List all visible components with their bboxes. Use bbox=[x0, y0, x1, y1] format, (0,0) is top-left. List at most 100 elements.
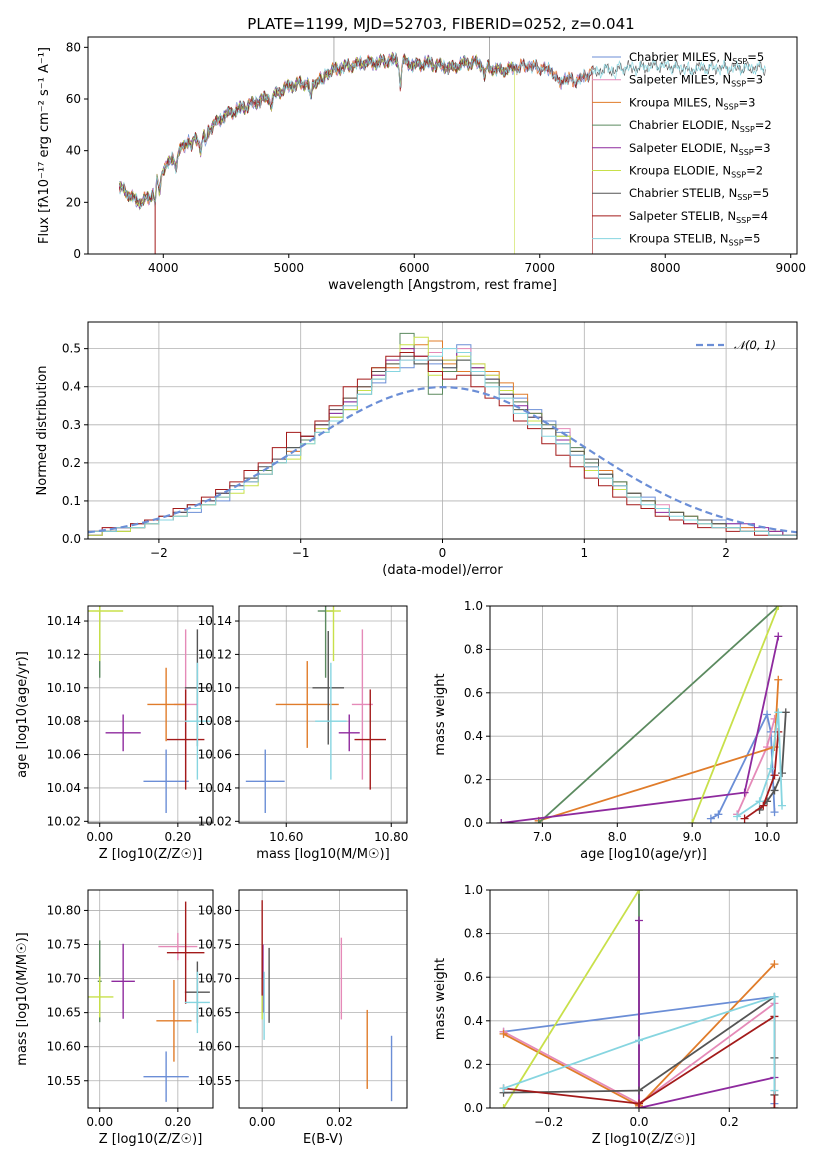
errorbar-kroupa-stelib bbox=[315, 662, 347, 780]
spectrum-line-chabrier-elodie bbox=[119, 52, 515, 211]
legend-label-kroupa-miles: Kroupa MILES, NSSP=3 bbox=[629, 95, 755, 111]
y-tick-label: 10.80 bbox=[198, 903, 232, 917]
y-tick-label: 0.6 bbox=[464, 970, 483, 984]
weight-marker bbox=[770, 771, 779, 780]
y-tick-label: 10.02 bbox=[198, 814, 232, 828]
weight-line-kroupa-elodie bbox=[691, 606, 780, 823]
y-tick-label: 0.4 bbox=[62, 380, 81, 394]
x-tick-label: 7000 bbox=[524, 261, 555, 275]
x-tick-label: 10.80 bbox=[374, 830, 408, 844]
errorbar-salpeter-stelib bbox=[354, 689, 386, 790]
y-tick-label: 40 bbox=[66, 144, 81, 158]
y-tick-label: 0.4 bbox=[464, 729, 483, 743]
weight-marker bbox=[781, 708, 790, 717]
y-tick-label: 10.70 bbox=[198, 972, 232, 986]
weight-line-kroupa-stelib bbox=[503, 995, 776, 1091]
errorbar-kroupa-miles bbox=[275, 661, 339, 748]
y-tick-label: 10.55 bbox=[198, 1074, 232, 1088]
x-axis-label: Z [log10(Z/Z☉)] bbox=[99, 847, 203, 862]
weight-marker bbox=[714, 810, 723, 819]
plot-area bbox=[245, 606, 386, 813]
axes-frame bbox=[489, 605, 798, 824]
x-tick-label: 0 bbox=[439, 546, 447, 560]
x-tick-label: 0.00 bbox=[86, 830, 113, 844]
y-tick-label: 10.10 bbox=[47, 681, 81, 695]
weight-marker bbox=[770, 960, 779, 969]
x-axis-label: wavelength [Angstrom, rest frame] bbox=[328, 278, 557, 293]
weight-line-salpeter-elodie bbox=[638, 920, 775, 1108]
y-axis-label: mass weight bbox=[433, 673, 448, 755]
y-tick-label: 0.8 bbox=[464, 642, 483, 656]
chart-residuals: 𝒩(0, 1) −2 −1 0 1 2 0.0 0.1 0.2 0.3 0.4 0.5 (data-mo… bbox=[35, 321, 798, 578]
errorbar-salpeter-elodie bbox=[105, 714, 141, 752]
x-tick-label: 0.0 bbox=[629, 1115, 648, 1129]
y-tick-label: 10.75 bbox=[47, 938, 81, 952]
figure-title: PLATE=1199, MJD=52703, FIBERID=0252, z=0… bbox=[247, 15, 634, 33]
spectrum-line-salpeter-stelib bbox=[119, 53, 593, 254]
plot-area bbox=[88, 901, 210, 1102]
legend-label-chabrier-stelib: Chabrier STELIB, NSSP=5 bbox=[629, 186, 769, 202]
errorbar-salpeter-elodie bbox=[111, 943, 135, 1019]
x-tick-label: 6000 bbox=[399, 261, 430, 275]
plot-area bbox=[88, 332, 797, 539]
axes-frame bbox=[489, 889, 798, 1109]
y-tick-label: 0.4 bbox=[464, 1014, 483, 1028]
legend-label-normal: 𝒩(0, 1) bbox=[734, 338, 776, 352]
hist-kroupa-stelib bbox=[88, 348, 797, 539]
legend: Chabrier MILES, NSSP=5 Salpeter MILES, NS… bbox=[592, 50, 772, 248]
y-tick-label: 0.1 bbox=[62, 494, 81, 508]
axes-frame bbox=[238, 889, 408, 1109]
errorbar-chabrier-miles bbox=[143, 749, 189, 813]
weight-marker bbox=[634, 1099, 643, 1108]
x-tick-label: −1 bbox=[292, 546, 310, 560]
weight-marker bbox=[733, 812, 742, 821]
y-tick-label: 10.80 bbox=[47, 903, 81, 917]
weight-marker bbox=[766, 764, 775, 773]
y-tick-label: 1.0 bbox=[464, 883, 483, 897]
x-tick-label: 1 bbox=[580, 546, 588, 560]
y-tick-label: 10.14 bbox=[198, 614, 232, 628]
y-tick-label: 10.12 bbox=[47, 647, 81, 661]
axes-frame bbox=[87, 889, 214, 1109]
weight-marker bbox=[759, 801, 768, 810]
x-tick-label: −2 bbox=[150, 546, 168, 560]
weight-marker bbox=[778, 769, 787, 778]
weight-line-kroupa-elodie bbox=[502, 890, 640, 1108]
weight-marker bbox=[740, 814, 749, 823]
y-tick-label: 0.8 bbox=[464, 927, 483, 941]
weight-marker bbox=[774, 606, 783, 610]
y-tick-label: 10.14 bbox=[47, 614, 81, 628]
hist-salpeter-stelib bbox=[88, 352, 797, 539]
weight-marker bbox=[688, 819, 697, 823]
x-axis-label: Z [log10(Z/Z☉)] bbox=[99, 1132, 203, 1147]
y-tick-label: 10.60 bbox=[47, 1040, 81, 1054]
weight-line-chabrier-elodie bbox=[538, 606, 779, 823]
x-tick-label: 8.0 bbox=[608, 830, 627, 844]
y-axis-label: Normed distribution bbox=[35, 366, 50, 496]
y-tick-label: 0.2 bbox=[464, 1057, 483, 1071]
errorbar-salpeter-stelib bbox=[166, 689, 205, 790]
x-tick-label: 2 bbox=[722, 546, 730, 560]
x-tick-label: 0.00 bbox=[86, 1115, 113, 1129]
y-tick-label: 80 bbox=[66, 40, 81, 54]
spectrum-line-kroupa-miles bbox=[119, 53, 593, 210]
y-tick-label: 10.04 bbox=[198, 781, 232, 795]
errorbar-kroupa-elodie bbox=[88, 976, 114, 1018]
x-tick-label: −0.2 bbox=[534, 1115, 563, 1129]
spectrum-line-salpeter-miles bbox=[119, 53, 591, 208]
errorbar-salpeter-miles bbox=[158, 932, 198, 961]
x-tick-label: 9000 bbox=[775, 261, 806, 275]
y-tick-label: 60 bbox=[66, 92, 81, 106]
y-axis-label: Flux [fλ10⁻¹⁷ erg cm⁻² s⁻¹ A⁻¹] bbox=[37, 47, 52, 244]
legend-label-kroupa-stelib: Kroupa STELIB, NSSP=5 bbox=[629, 232, 760, 248]
weight-marker bbox=[634, 1086, 643, 1095]
y-tick-label: 1.0 bbox=[464, 599, 483, 613]
weight-line-salpeter-stelib bbox=[744, 731, 780, 820]
errorbar-kroupa-miles bbox=[147, 667, 185, 742]
weight-marker bbox=[770, 1104, 779, 1108]
axes-frame bbox=[87, 605, 214, 824]
weight-marker bbox=[770, 1086, 779, 1095]
weight-marker bbox=[770, 992, 779, 1001]
plot-area bbox=[497, 606, 790, 823]
